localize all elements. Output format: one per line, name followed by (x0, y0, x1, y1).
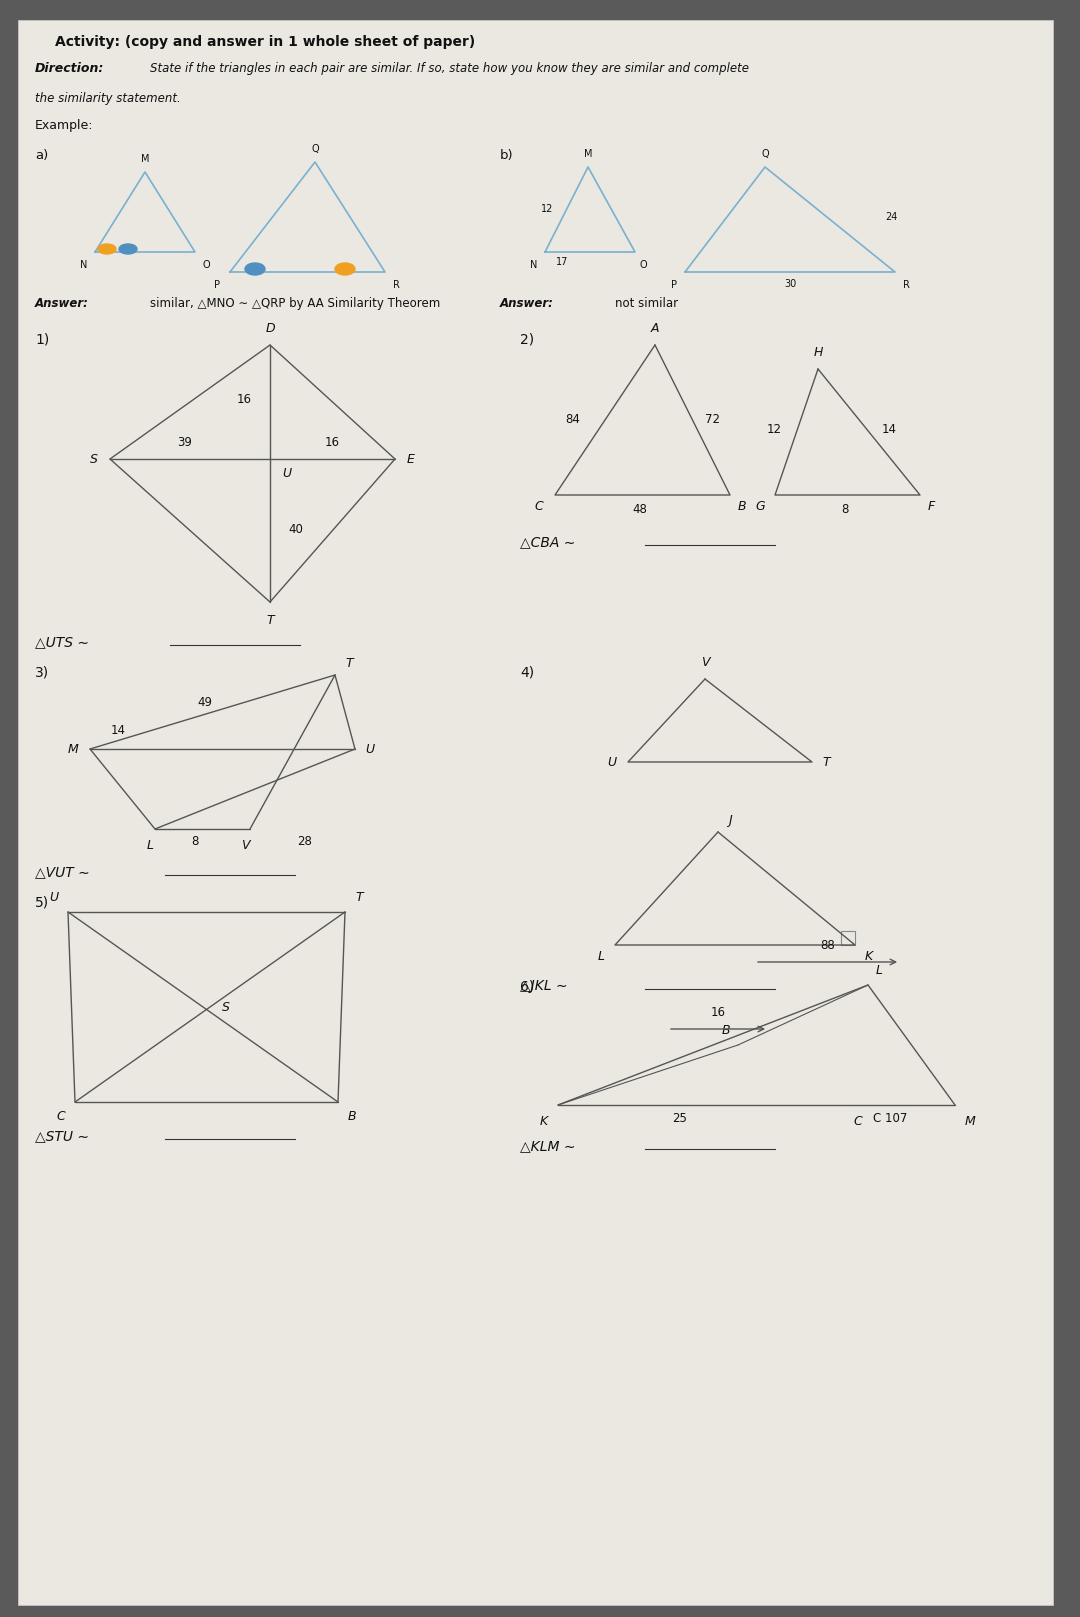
Bar (841, 931, 855, 944)
Text: 12: 12 (541, 204, 553, 213)
Text: 1): 1) (35, 331, 50, 346)
Text: M: M (966, 1116, 975, 1129)
Text: O: O (640, 260, 648, 270)
Text: 16: 16 (711, 1006, 726, 1019)
Text: C: C (56, 1109, 65, 1122)
Text: △KLM ∼: △KLM ∼ (519, 1138, 576, 1153)
Text: 17: 17 (556, 257, 568, 267)
Text: T: T (345, 657, 353, 669)
Text: J: J (728, 813, 732, 826)
Text: the similarity statement.: the similarity statement. (35, 92, 180, 105)
Text: State if the triangles in each pair are similar. If so, state how you know they : State if the triangles in each pair are … (150, 61, 750, 74)
Text: △CBA ∼: △CBA ∼ (519, 535, 576, 550)
Text: 28: 28 (298, 834, 312, 847)
Text: 14: 14 (882, 422, 897, 435)
Text: Activity: (copy and answer in 1 whole sheet of paper): Activity: (copy and answer in 1 whole sh… (55, 36, 475, 49)
Text: C 107: C 107 (873, 1112, 907, 1125)
Text: △VUT ∼: △VUT ∼ (35, 865, 90, 880)
Text: S: S (90, 453, 98, 466)
Text: T: T (266, 614, 274, 627)
Text: P: P (214, 280, 220, 289)
Text: △STU ∼: △STU ∼ (35, 1129, 89, 1143)
Text: Example:: Example: (35, 120, 94, 133)
Text: D: D (266, 322, 274, 335)
Text: L: L (147, 839, 153, 852)
Text: similar, △MNO ∼ △QRP by AA Similarity Theorem: similar, △MNO ∼ △QRP by AA Similarity Th… (150, 298, 441, 310)
Text: 84: 84 (565, 412, 580, 425)
Text: 4): 4) (519, 665, 535, 679)
Text: U: U (365, 742, 374, 755)
Text: 16: 16 (324, 437, 339, 450)
Text: Answer:: Answer: (35, 298, 89, 310)
Text: R: R (903, 280, 909, 289)
Text: K: K (540, 1116, 548, 1129)
Text: Q: Q (311, 144, 319, 154)
Text: B: B (721, 1024, 730, 1036)
Text: N: N (80, 260, 87, 270)
Text: V: V (241, 839, 249, 852)
Text: 14: 14 (110, 724, 125, 737)
Ellipse shape (335, 264, 355, 275)
Text: △JKL ∼: △JKL ∼ (519, 978, 568, 993)
Text: H: H (813, 346, 823, 359)
Text: C: C (853, 1116, 862, 1129)
Text: E: E (407, 453, 415, 466)
Text: Answer:: Answer: (500, 298, 554, 310)
Text: Direction:: Direction: (35, 61, 105, 74)
Text: M: M (140, 154, 149, 163)
Text: N: N (529, 260, 537, 270)
Text: b): b) (500, 149, 514, 162)
Text: V: V (701, 657, 710, 669)
Text: 25: 25 (673, 1112, 688, 1125)
Text: T: T (355, 891, 363, 904)
Text: M: M (67, 742, 78, 755)
Text: 6): 6) (519, 978, 535, 993)
Text: L: L (876, 964, 883, 977)
Text: 49: 49 (198, 695, 213, 708)
Text: 72: 72 (705, 412, 720, 425)
Text: 39: 39 (177, 437, 192, 450)
Ellipse shape (245, 264, 265, 275)
Ellipse shape (119, 244, 137, 254)
Text: a): a) (35, 149, 49, 162)
Text: U: U (49, 891, 58, 904)
Text: T: T (822, 755, 829, 768)
Text: B: B (348, 1109, 356, 1122)
Text: A: A (651, 322, 659, 335)
Text: 5): 5) (35, 894, 49, 909)
FancyBboxPatch shape (18, 19, 1053, 1606)
Text: 8: 8 (841, 503, 849, 516)
Text: 30: 30 (784, 280, 796, 289)
Text: U: U (607, 755, 616, 768)
Text: not similar: not similar (615, 298, 678, 310)
Text: U: U (282, 467, 292, 480)
Text: O: O (203, 260, 211, 270)
Text: G: G (755, 500, 765, 513)
Text: Q: Q (761, 149, 769, 158)
Text: 40: 40 (288, 522, 302, 535)
Ellipse shape (98, 244, 116, 254)
Text: F: F (928, 500, 935, 513)
Text: L: L (598, 951, 605, 964)
Text: R: R (393, 280, 400, 289)
Text: △UTS ∼: △UTS ∼ (35, 635, 89, 648)
Text: 24: 24 (885, 212, 897, 222)
Text: B: B (738, 500, 746, 513)
Text: 2): 2) (519, 331, 535, 346)
Text: C: C (535, 500, 543, 513)
Text: S: S (222, 1001, 230, 1014)
Text: 3): 3) (35, 665, 49, 679)
Text: 48: 48 (633, 503, 647, 516)
Text: 12: 12 (767, 422, 782, 435)
Text: M: M (584, 149, 592, 158)
Text: 8: 8 (191, 834, 199, 847)
Text: 88: 88 (821, 939, 835, 952)
Text: P: P (671, 280, 677, 289)
Text: 16: 16 (237, 393, 252, 406)
Text: K: K (865, 951, 874, 964)
